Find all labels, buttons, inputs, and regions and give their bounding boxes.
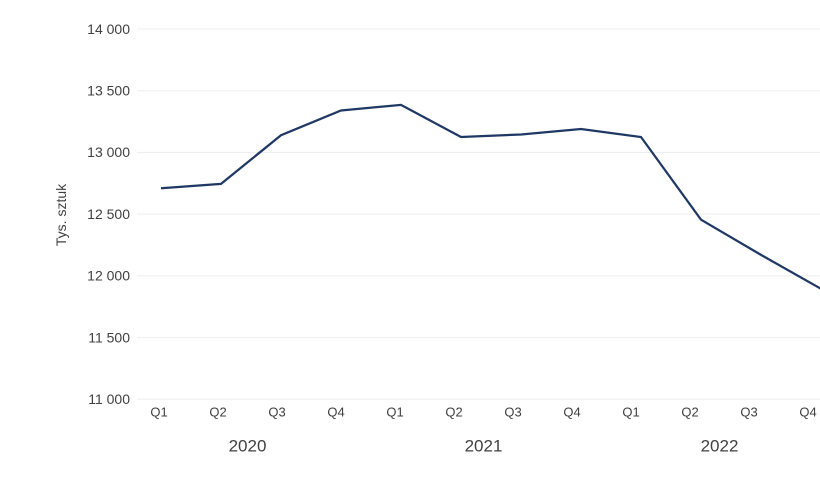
y-tick-label: 13 000 (87, 144, 130, 160)
x-tick-label: Q4 (563, 405, 580, 420)
y-tick-label: 14 000 (87, 21, 130, 37)
y-tick-label: 11 000 (88, 391, 130, 407)
y-tick-label: 12 000 (87, 268, 130, 284)
y-tick-label: 11 500 (88, 329, 130, 345)
x-tick-label: Q3 (504, 405, 521, 420)
year-label: 2020 (229, 437, 267, 456)
x-tick-label: Q1 (386, 405, 403, 420)
x-tick-label: Q3 (268, 405, 285, 420)
y-tick-label: 12 500 (87, 206, 130, 222)
x-tick-label: Q2 (209, 405, 226, 420)
x-tick-label: Q4 (327, 405, 344, 420)
chart-canvas: 11 000 11 500 12 000 12 500 13 000 13 500 14 0… (87, 21, 820, 456)
quarterly-line-chart: 11 000 11 500 12 000 12 500 13 000 13 500 14 0… (40, 16, 820, 478)
year-label: 2022 (701, 437, 739, 456)
x-tick-label: Q4 (799, 405, 816, 420)
y-tick-label: 13 500 (87, 82, 130, 98)
x-tick-label: Q1 (150, 405, 167, 420)
series-line (160, 103, 820, 290)
x-tick-label: Q3 (740, 405, 757, 420)
y-axis-title: Tys. sztuk (53, 183, 69, 247)
x-tick-label: Q1 (622, 405, 639, 420)
year-label: 2021 (465, 437, 503, 456)
x-tick-label: Q2 (681, 405, 698, 420)
x-tick-label: Q2 (445, 405, 462, 420)
